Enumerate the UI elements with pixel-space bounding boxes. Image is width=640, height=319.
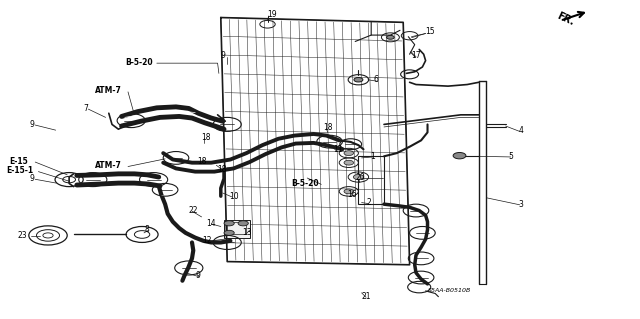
Text: 4: 4 [518, 126, 524, 135]
Circle shape [224, 230, 234, 235]
Circle shape [344, 151, 354, 156]
Circle shape [344, 160, 354, 165]
Text: 17: 17 [412, 51, 421, 60]
Bar [224, 220, 250, 238]
Text: 10: 10 [229, 192, 239, 201]
Text: B-5-20: B-5-20 [291, 179, 319, 188]
Text: 6: 6 [373, 75, 378, 84]
Circle shape [344, 189, 354, 194]
Text: 8: 8 [145, 225, 149, 234]
Text: S5AA-B0510B: S5AA-B0510B [428, 288, 471, 293]
Text: ATM-7: ATM-7 [95, 86, 122, 95]
Bar [227, 222, 246, 234]
Text: 19: 19 [268, 10, 277, 19]
Text: E-15: E-15 [10, 157, 28, 166]
Text: 21: 21 [362, 292, 371, 301]
Text: E-15-1: E-15-1 [6, 166, 33, 175]
Circle shape [353, 174, 364, 180]
Text: 14: 14 [206, 219, 216, 228]
Text: 13: 13 [242, 228, 252, 237]
Text: 9: 9 [29, 120, 35, 129]
Text: 18: 18 [218, 165, 227, 174]
Bar [358, 156, 384, 204]
Circle shape [453, 152, 466, 159]
Circle shape [387, 35, 394, 39]
Circle shape [238, 221, 248, 226]
Circle shape [224, 221, 234, 226]
Text: 18: 18 [323, 123, 333, 132]
Text: FR.: FR. [555, 11, 575, 27]
Text: 12: 12 [202, 236, 212, 245]
Text: 5: 5 [509, 152, 514, 161]
Circle shape [354, 78, 363, 82]
Text: 7: 7 [83, 104, 88, 113]
Text: 3: 3 [518, 200, 524, 209]
Text: B-5-20: B-5-20 [125, 58, 152, 67]
Text: 1: 1 [370, 152, 374, 161]
Text: 2: 2 [366, 198, 371, 207]
Text: 22: 22 [189, 206, 198, 215]
Text: 16: 16 [348, 190, 357, 199]
Text: 23: 23 [18, 231, 28, 240]
Text: 18: 18 [197, 157, 207, 166]
Text: 20: 20 [355, 173, 365, 182]
Text: ATM-7: ATM-7 [95, 161, 122, 170]
Text: 9: 9 [221, 51, 226, 60]
Text: 18: 18 [202, 133, 211, 142]
Text: 15: 15 [426, 27, 435, 36]
Text: 9: 9 [29, 174, 35, 183]
Text: 9: 9 [195, 271, 200, 280]
Text: 11: 11 [333, 145, 342, 154]
